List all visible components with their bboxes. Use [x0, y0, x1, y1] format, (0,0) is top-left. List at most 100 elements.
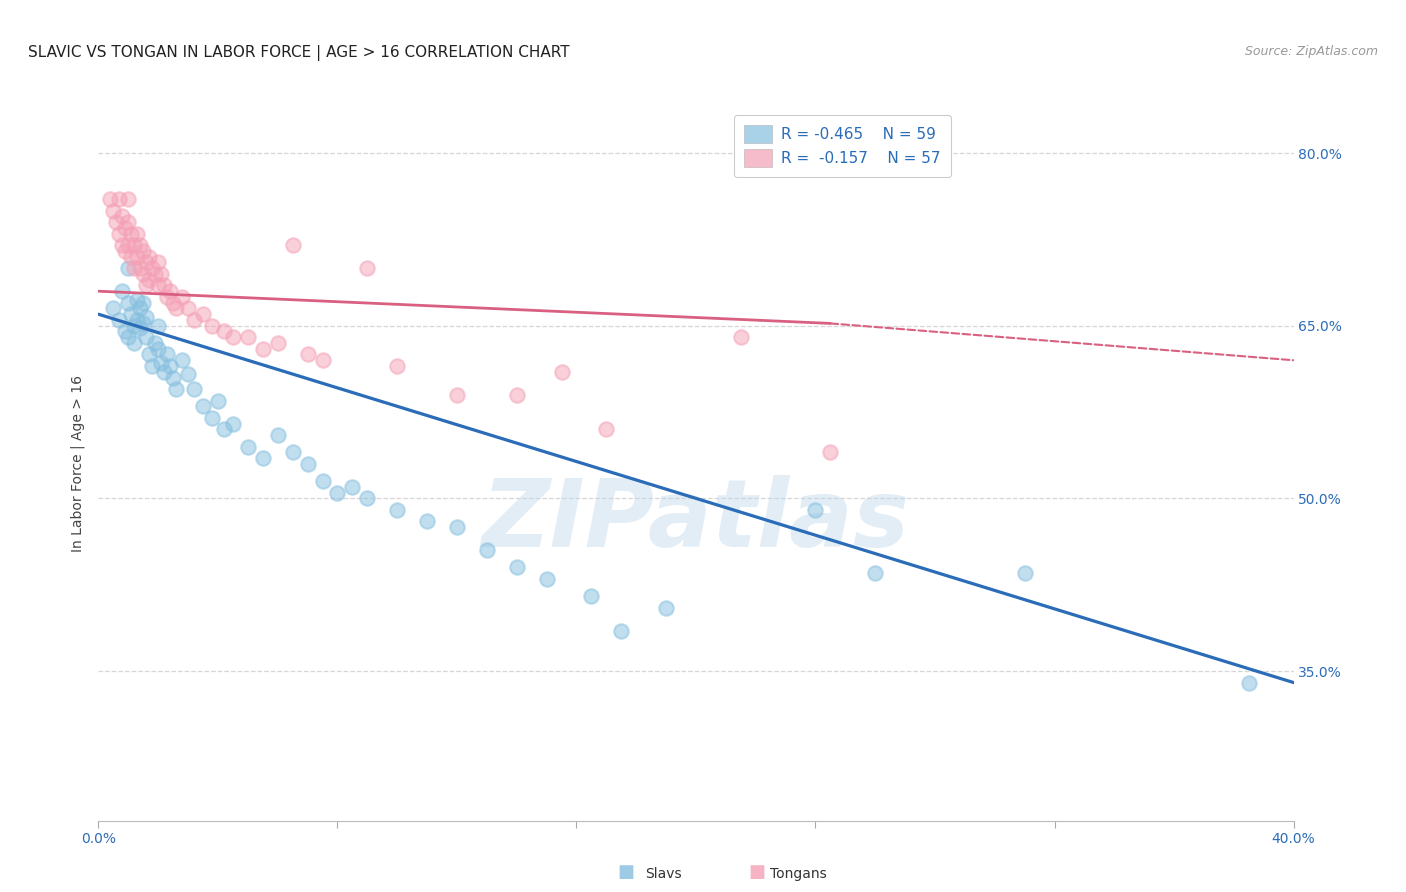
Text: Slavs: Slavs — [645, 867, 682, 881]
Point — [183, 382, 205, 396]
Point — [191, 307, 214, 321]
Point — [108, 192, 131, 206]
Point — [108, 227, 131, 241]
Point — [311, 353, 333, 368]
Point — [159, 359, 181, 373]
Point — [581, 589, 603, 603]
Point — [117, 261, 139, 276]
Point — [148, 255, 170, 269]
Point — [103, 203, 125, 218]
Point — [281, 445, 304, 459]
Text: ■: ■ — [748, 863, 765, 881]
Point — [191, 399, 214, 413]
Point — [129, 238, 152, 252]
Point — [153, 365, 176, 379]
Text: ZIPatlas: ZIPatlas — [482, 475, 910, 567]
Point — [326, 485, 349, 500]
Point — [114, 244, 136, 258]
Point — [105, 215, 128, 229]
Point — [111, 238, 134, 252]
Point — [550, 365, 572, 379]
Point — [117, 295, 139, 310]
Point — [177, 367, 200, 381]
Point — [342, 480, 364, 494]
Point — [148, 342, 170, 356]
Point — [143, 267, 166, 281]
Point — [236, 440, 259, 454]
Point — [135, 310, 157, 324]
Point — [177, 301, 200, 316]
Point — [127, 313, 149, 327]
Point — [506, 560, 529, 574]
Point — [804, 503, 827, 517]
Point — [162, 295, 184, 310]
Point — [141, 261, 163, 276]
Point — [252, 342, 274, 356]
Point — [297, 457, 319, 471]
Text: Source: ZipAtlas.com: Source: ZipAtlas.com — [1244, 45, 1378, 58]
Point — [172, 290, 194, 304]
Y-axis label: In Labor Force | Age > 16: In Labor Force | Age > 16 — [70, 376, 84, 552]
Point — [297, 347, 319, 361]
Point — [132, 295, 155, 310]
Point — [1014, 566, 1036, 581]
Point — [267, 428, 290, 442]
Legend: R = -0.465    N = 59, R =  -0.157    N = 57: R = -0.465 N = 59, R = -0.157 N = 57 — [734, 115, 952, 178]
Point — [143, 336, 166, 351]
Point — [127, 250, 149, 264]
Point — [267, 336, 290, 351]
Point — [595, 422, 617, 436]
Point — [385, 359, 409, 373]
Point — [385, 503, 409, 517]
Point — [129, 261, 152, 276]
Point — [117, 330, 139, 344]
Point — [1237, 675, 1260, 690]
Point — [212, 422, 235, 436]
Point — [156, 290, 179, 304]
Point — [148, 318, 170, 333]
Point — [610, 624, 633, 638]
Point — [135, 278, 157, 293]
Point — [222, 330, 245, 344]
Point — [655, 600, 678, 615]
Point — [207, 393, 229, 408]
Point — [172, 353, 194, 368]
Point — [183, 313, 205, 327]
Point — [416, 515, 439, 529]
Point — [117, 238, 139, 252]
Point — [135, 330, 157, 344]
Point — [135, 255, 157, 269]
Point — [281, 238, 304, 252]
Point — [141, 359, 163, 373]
Point — [506, 388, 529, 402]
Point — [129, 301, 152, 316]
Point — [153, 278, 176, 293]
Point — [127, 293, 149, 308]
Point — [114, 325, 136, 339]
Point — [114, 220, 136, 235]
Point — [148, 278, 170, 293]
Point — [124, 261, 146, 276]
Point — [108, 313, 131, 327]
Point — [103, 301, 125, 316]
Point — [730, 330, 752, 344]
Point — [212, 325, 235, 339]
Point — [132, 267, 155, 281]
Point — [475, 543, 498, 558]
Point — [132, 317, 155, 331]
Point — [138, 347, 160, 361]
Point — [156, 347, 179, 361]
Text: SLAVIC VS TONGAN IN LABOR FORCE | AGE > 16 CORRELATION CHART: SLAVIC VS TONGAN IN LABOR FORCE | AGE > … — [28, 45, 569, 61]
Point — [311, 474, 333, 488]
Point — [222, 417, 245, 431]
Point — [446, 520, 468, 534]
Point — [165, 382, 187, 396]
Point — [132, 244, 155, 258]
Point — [117, 192, 139, 206]
Point — [124, 238, 146, 252]
Point — [124, 336, 146, 351]
Point — [356, 261, 378, 276]
Point — [129, 321, 152, 335]
Point — [201, 410, 224, 425]
Point — [138, 273, 160, 287]
